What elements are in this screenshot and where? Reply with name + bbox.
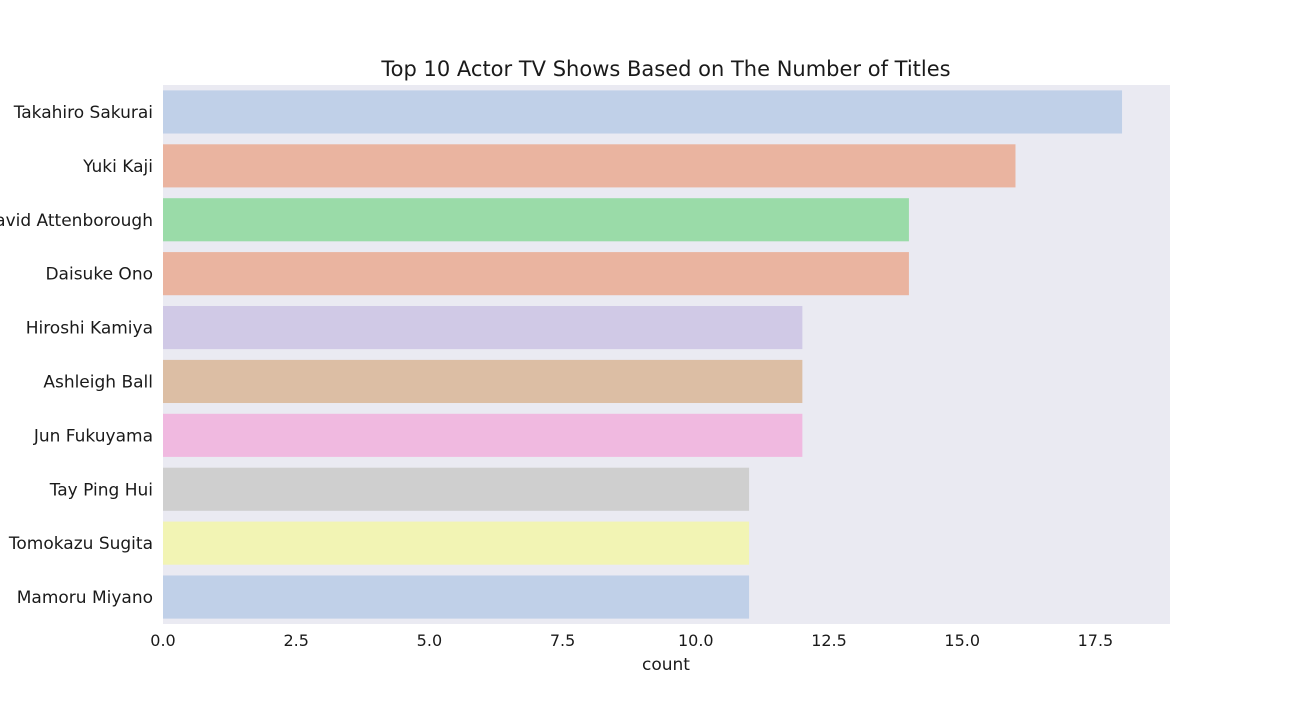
x-tick-label: 17.5 (1078, 631, 1114, 650)
x-tick-label: 2.5 (283, 631, 308, 650)
chart-title: Top 10 Actor TV Shows Based on The Numbe… (380, 57, 950, 81)
y-tick-label: Hiroshi Kamiya (26, 319, 153, 339)
y-tick-label: Daisuke Ono (45, 265, 153, 285)
x-tick-label: 10.0 (678, 631, 714, 650)
y-tick-label: David Attenborough (0, 211, 153, 231)
bar-yuki-kaji (163, 144, 1016, 188)
bar-tay-ping-hui (163, 467, 750, 511)
bar-hiroshi-kamiya (163, 305, 803, 350)
bar-mamoru-miyano (163, 575, 750, 619)
y-tick-label: Jun Fukuyama (33, 426, 153, 446)
bar-tomokazu-sugita (163, 521, 750, 565)
bar-daisuke-ono (163, 252, 909, 296)
bar-jun-fukuyama (163, 413, 803, 457)
y-tick-label: Tomokazu Sugita (8, 534, 153, 554)
x-tick-label: 15.0 (944, 631, 980, 650)
bar-ashleigh-ball (163, 359, 803, 404)
x-tick-label: 7.5 (550, 631, 575, 650)
y-tick-label: Ashleigh Ball (43, 372, 153, 392)
y-tick-labels: Takahiro Sakurai Yuki Kaji David Attenboro… (0, 103, 153, 608)
y-tick-label: Tay Ping Hui (49, 480, 153, 500)
x-tick-label: 12.5 (811, 631, 847, 650)
y-tick-label: Takahiro Sakurai (13, 103, 153, 123)
bar-takahiro-sakurai (163, 90, 1123, 134)
y-tick-label: Mamoru Miyano (17, 588, 153, 608)
x-tick-label: 5.0 (417, 631, 442, 650)
y-tick-label: Yuki Kaji (82, 157, 153, 177)
x-tick-labels: 0.0 2.5 5.0 7.5 10.0 12.5 15.0 17.5 (150, 631, 1113, 650)
x-tick-label: 0.0 (150, 631, 175, 650)
x-axis-label: count (642, 655, 690, 675)
bar-david-attenborough (163, 198, 909, 242)
bars-group (163, 90, 1123, 619)
